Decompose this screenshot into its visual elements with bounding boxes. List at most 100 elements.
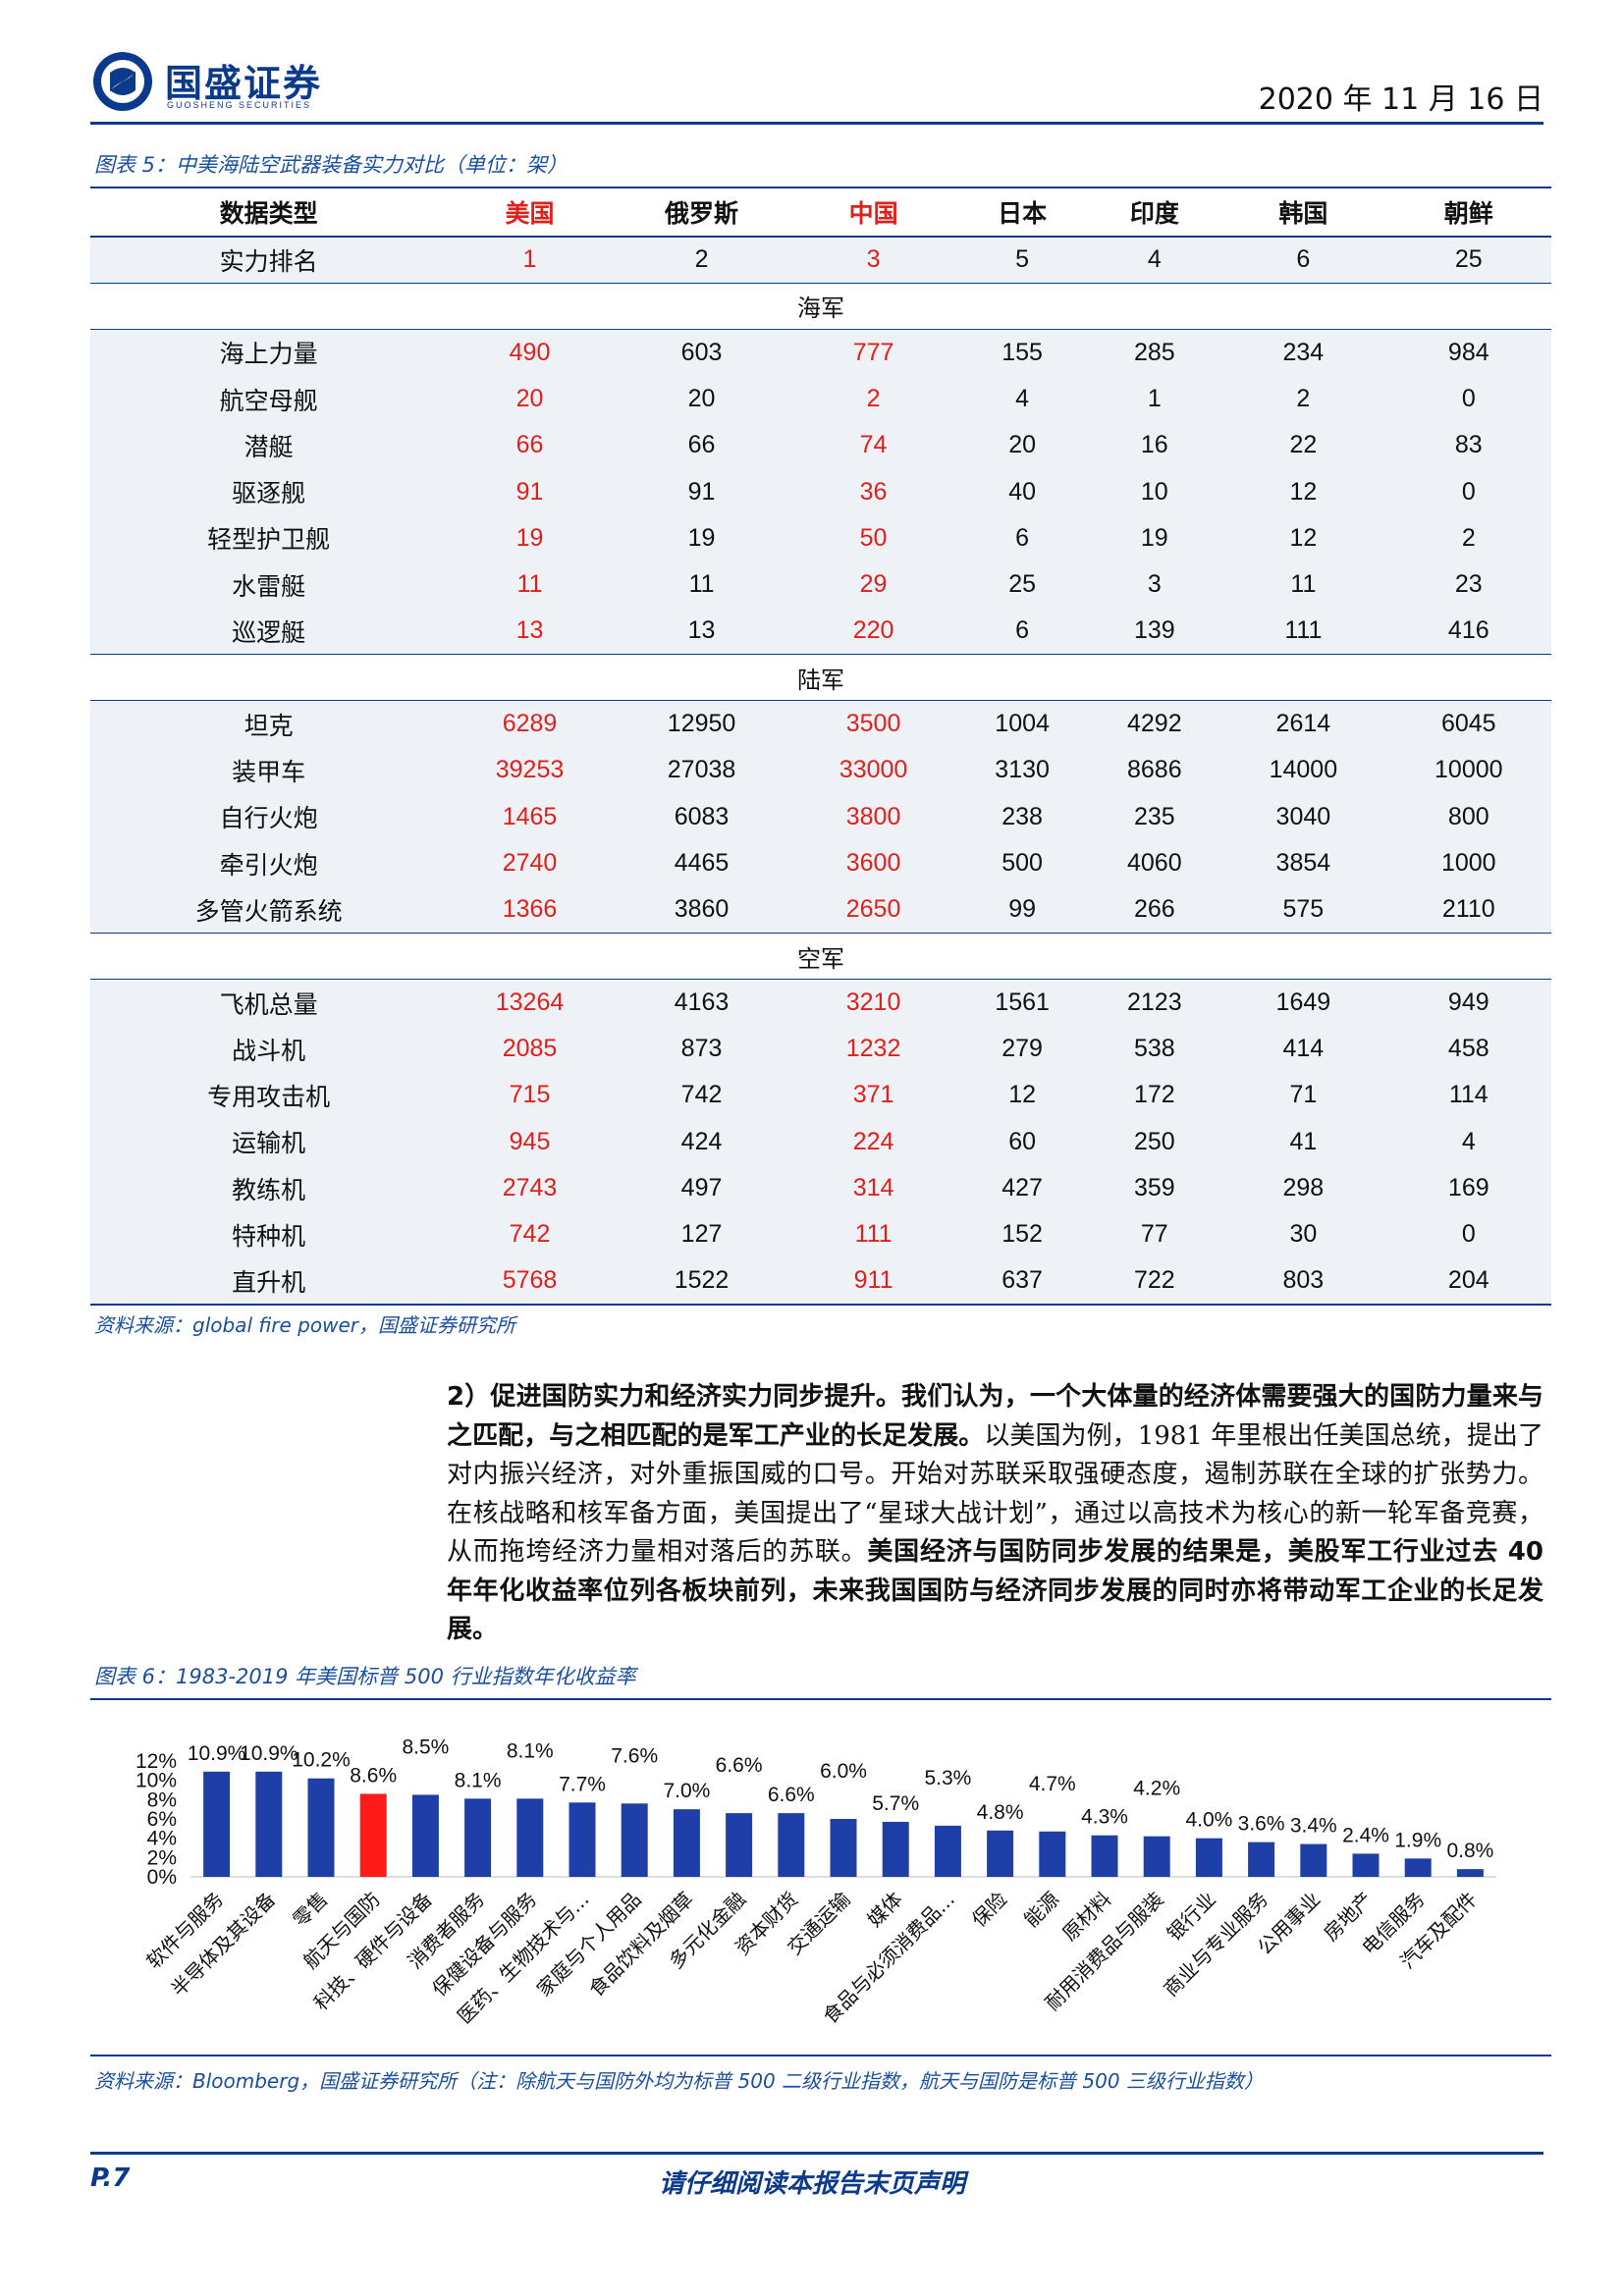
y-tick-label: 6% xyxy=(147,1808,177,1831)
table-cell: 3860 xyxy=(612,886,791,934)
row-label: 教练机 xyxy=(90,1164,448,1212)
table-cell: 1366 xyxy=(447,886,613,934)
row-label: 实力排名 xyxy=(90,237,448,284)
table-cell: 172 xyxy=(1088,1072,1221,1119)
table-cell: 458 xyxy=(1385,1026,1551,1073)
chart-bar xyxy=(568,1802,596,1877)
paragraph-conclusion: 美国经济与国防同步发展的结果是，美股军工行业过去 40 年年化收益率位列各板块前… xyxy=(447,1537,1543,1644)
chart-bar xyxy=(203,1771,231,1877)
bar-value-label: 8.1% xyxy=(507,1739,554,1762)
table-cell: 538 xyxy=(1088,1026,1221,1073)
table-cell: 4465 xyxy=(612,839,791,887)
row-label: 航空母舰 xyxy=(90,375,448,423)
row-label: 多管火箭系统 xyxy=(90,886,448,934)
weapons-comparison-table: 数据类型 美国 俄罗斯 中国 日本 印度 韩国 朝鲜 实力排名 1 2 3 5 4 6 25 海… xyxy=(90,187,1551,1306)
table-row: 战斗机 2085 873 1232 279 538 414 458 xyxy=(90,1026,1551,1073)
bar-value-label: 8.6% xyxy=(350,1764,397,1787)
table-cell: 500 xyxy=(955,839,1089,887)
row-label: 飞机总量 xyxy=(90,979,448,1027)
table-cell: 40 xyxy=(955,468,1089,515)
footer-disclaimer: 请仔细阅读本报告末页声明 xyxy=(658,2169,965,2199)
table-cell: 27038 xyxy=(612,747,791,794)
table-cell: 497 xyxy=(612,1164,791,1212)
chart-bar xyxy=(1352,1853,1380,1877)
table-cell: 5768 xyxy=(447,1257,613,1306)
table-cell: 33000 xyxy=(790,747,956,794)
table-cell: 3 xyxy=(1088,561,1221,609)
table-cell: 14000 xyxy=(1220,747,1386,794)
table-cell: 23 xyxy=(1385,561,1551,609)
category-label: 能源 xyxy=(1019,1888,1063,1932)
table-cell: 2085 xyxy=(447,1026,613,1073)
header-divider xyxy=(90,122,1543,125)
table-cell: 6 xyxy=(955,608,1089,655)
table-cell: 29 xyxy=(790,561,956,609)
table-cell: 71 xyxy=(1220,1072,1386,1119)
table-cell: 13264 xyxy=(447,979,613,1027)
table-cell: 77 xyxy=(1088,1211,1221,1258)
table-cell: 4 xyxy=(955,375,1089,423)
table-row: 教练机 2743 497 314 427 359 298 169 xyxy=(90,1164,1551,1212)
table-cell: 20 xyxy=(447,375,613,423)
table-cell: 99 xyxy=(955,886,1089,934)
bar-chart-svg: 0%2%4%6%8%10%12% 10.9%软件与服务10.9%半导体及其设备10… xyxy=(135,1735,1496,2028)
chart-bar xyxy=(882,1821,909,1877)
column-header: 数据类型 xyxy=(90,187,448,238)
table-cell: 36 xyxy=(790,468,956,515)
chart-bar xyxy=(1404,1858,1432,1877)
table-cell: 1 xyxy=(447,237,613,284)
table-cell: 1649 xyxy=(1220,979,1386,1027)
table-cell: 4163 xyxy=(612,979,791,1027)
table-cell: 204 xyxy=(1385,1257,1551,1306)
table5-source: 资料来源：global fire power，国盛证券研究所 xyxy=(94,1313,515,1337)
table-cell: 2614 xyxy=(1220,700,1386,748)
table-cell: 6289 xyxy=(447,700,613,748)
table-cell: 2743 xyxy=(447,1164,613,1212)
table-cell: 83 xyxy=(1385,422,1551,469)
table-cell: 12 xyxy=(1220,468,1386,515)
chart-bar xyxy=(411,1794,439,1877)
table-cell: 30 xyxy=(1220,1211,1386,1258)
bar-value-label: 6.6% xyxy=(716,1754,763,1777)
table-cell: 6083 xyxy=(612,793,791,840)
table-cell: 1561 xyxy=(955,979,1089,1027)
table-cell: 637 xyxy=(955,1257,1089,1306)
y-tick-label: 4% xyxy=(147,1828,177,1850)
table-cell: 427 xyxy=(955,1164,1089,1212)
bar-value-label: 4.2% xyxy=(1133,1778,1180,1800)
column-header: 印度 xyxy=(1088,187,1221,238)
table-cell: 911 xyxy=(790,1257,956,1306)
table-cell: 3500 xyxy=(790,700,956,748)
table-row: 直升机 5768 1522 911 637 722 803 204 xyxy=(90,1257,1551,1306)
table-cell: 285 xyxy=(1088,329,1221,376)
y-tick-label: 10% xyxy=(135,1770,177,1792)
table-cell: 10000 xyxy=(1385,747,1551,794)
chart-bar xyxy=(359,1793,387,1877)
table-row: 牵引火炮 2740 4465 3600 500 4060 3854 1000 xyxy=(90,839,1551,887)
chart-bar xyxy=(1091,1835,1118,1877)
bar-value-label: 7.7% xyxy=(559,1773,606,1795)
chart-bar xyxy=(830,1819,857,1877)
bar-value-label: 4.0% xyxy=(1185,1809,1232,1832)
table-row: 飞机总量 13264 4163 3210 1561 2123 1649 949 xyxy=(90,979,1551,1027)
table-cell: 266 xyxy=(1088,886,1221,934)
table-cell: 2123 xyxy=(1088,979,1221,1027)
table-cell: 424 xyxy=(612,1118,791,1165)
brand-emblem-icon xyxy=(93,52,152,111)
table-cell: 4 xyxy=(1088,237,1221,284)
table-cell: 19 xyxy=(1088,514,1221,562)
table-cell: 3210 xyxy=(790,979,956,1027)
table-cell: 4292 xyxy=(1088,700,1221,748)
report-date: 2020 年 11 月 16 日 xyxy=(1258,82,1543,117)
table-cell: 742 xyxy=(447,1211,613,1258)
chart-bar xyxy=(1195,1838,1222,1877)
table-cell: 16 xyxy=(1088,422,1221,469)
table-cell: 238 xyxy=(955,793,1089,840)
bar-value-label: 3.4% xyxy=(1290,1815,1337,1838)
page-number: P.7 xyxy=(90,2163,131,2193)
table-cell: 575 xyxy=(1220,886,1386,934)
table-cell: 19 xyxy=(612,514,791,562)
section-title: 海军 xyxy=(90,282,1551,331)
sector-returns-chart: 0% 2% 4% 6% 8% 10% 12% 10.9% 软件与服务 10.9% 半导体及其设备 10… xyxy=(90,1698,1551,2056)
body-paragraph: 2）促进国防实力和经济实力同步提升。我们认为，一个大体量的经济体需要强大的国防力… xyxy=(447,1378,1543,1650)
